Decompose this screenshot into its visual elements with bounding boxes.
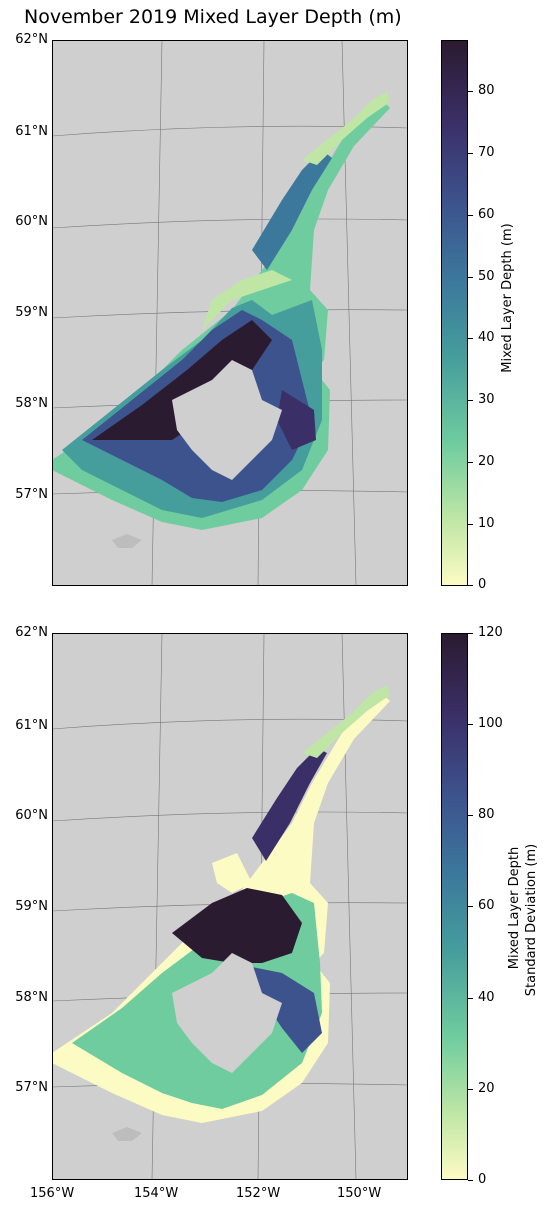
colorbar-tick: [468, 462, 473, 463]
colorbar-tick: [468, 1180, 473, 1181]
lat-label-61: 61°N: [15, 124, 48, 139]
map-mld-canvas: [52, 40, 408, 586]
colorbar-label-40: 40: [478, 330, 495, 345]
colorbar-label-0: 0: [478, 1172, 487, 1187]
lat-label-57: 57°N: [15, 1080, 48, 1095]
lat-label-62: 62°N: [15, 32, 48, 47]
kodiak-island: [172, 953, 282, 1073]
colorbar-label-60: 60: [478, 207, 495, 222]
colorbar-label-120: 120: [478, 625, 503, 640]
lat-label-58: 58°N: [15, 396, 48, 411]
colorbar-label-70: 70: [478, 145, 495, 160]
lat-label-60: 60°N: [15, 214, 48, 229]
colorbar-std: [441, 633, 468, 1180]
lon-label-150: 150°W: [337, 1186, 382, 1201]
colorbar-label-60: 60: [478, 898, 495, 913]
colorbar-label-100: 100: [478, 716, 503, 731]
colorbar-tick: [468, 815, 473, 816]
colorbar-title-std-line2: Standard Deviation (m): [524, 843, 539, 997]
colorbar-label-10: 10: [478, 516, 495, 531]
colorbar-mld: [441, 40, 468, 586]
colorbar-title-mld: Mixed Layer Depth (m): [500, 223, 515, 373]
colorbar-label-40: 40: [478, 990, 495, 1005]
colorbar-tick: [468, 215, 473, 216]
colorbar-label-80: 80: [478, 807, 495, 822]
lat-label-57: 57°N: [15, 487, 48, 502]
colorbar-tick: [468, 91, 473, 92]
colorbar-label-20: 20: [478, 454, 495, 469]
lat-label-60: 60°N: [15, 808, 48, 823]
lat-label-61: 61°N: [15, 718, 48, 733]
lon-label-154: 154°W: [134, 1186, 179, 1201]
colorbar-label-80: 80: [478, 83, 495, 98]
chirikof-island: [112, 534, 142, 548]
colorbar-label-0: 0: [478, 577, 487, 592]
lat-label-59: 59°N: [15, 899, 48, 914]
colorbar-label-30: 30: [478, 392, 495, 407]
colorbar-tick: [468, 524, 473, 525]
colorbar-tick: [468, 338, 473, 339]
colorbar-tick: [468, 1089, 473, 1090]
chirikof-island: [112, 1127, 142, 1141]
figure-title: November 2019 Mixed Layer Depth (m): [24, 6, 402, 28]
colorbar-tick: [468, 153, 473, 154]
colorbar-tick: [468, 400, 473, 401]
map-panel-mld[interactable]: [52, 40, 408, 586]
map-std-canvas: [52, 633, 408, 1180]
lat-label-62: 62°N: [15, 625, 48, 640]
colorbar-tick: [468, 906, 473, 907]
colorbar-tick: [468, 633, 473, 634]
colorbar-label-50: 50: [478, 269, 495, 284]
map-panel-std[interactable]: [52, 633, 408, 1180]
kodiak-island: [172, 360, 282, 480]
colorbar-tick: [468, 585, 473, 586]
lon-label-152: 152°W: [236, 1186, 281, 1201]
colorbar-tick: [468, 724, 473, 725]
lon-label-156: 156°W: [30, 1186, 75, 1201]
colorbar-title-std-line1: Mixed Layer Depth: [507, 846, 522, 970]
colorbar-label-20: 20: [478, 1081, 495, 1096]
colorbar-tick: [468, 277, 473, 278]
lat-label-58: 58°N: [15, 990, 48, 1005]
lat-label-59: 59°N: [15, 305, 48, 320]
colorbar-tick: [468, 998, 473, 999]
